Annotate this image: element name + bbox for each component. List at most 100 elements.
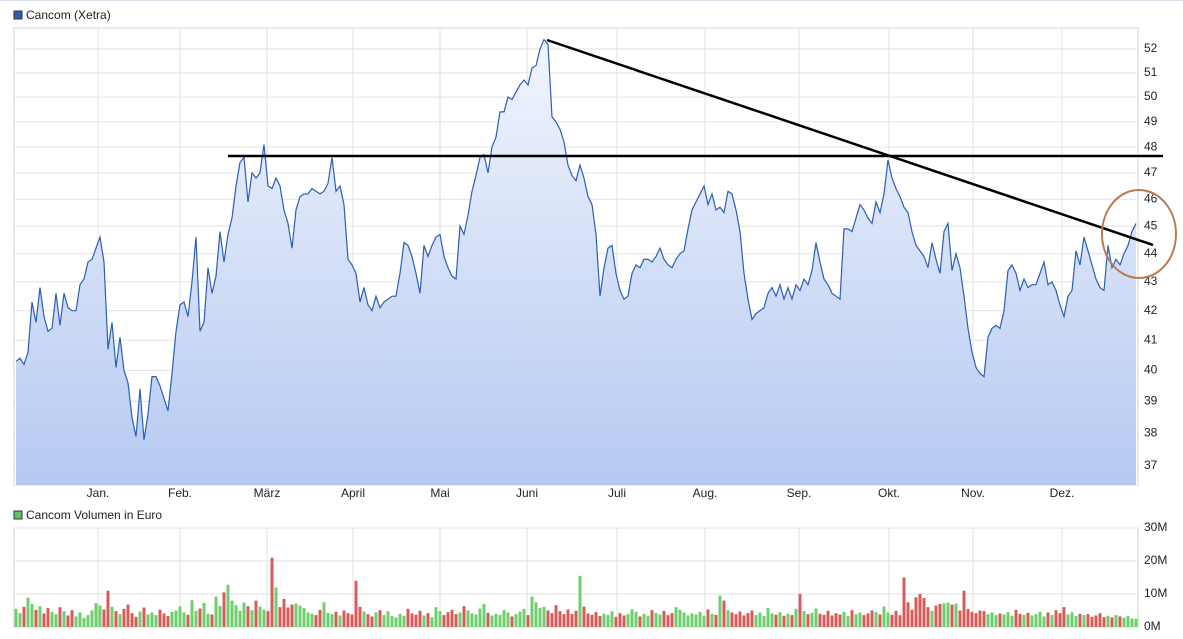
volume-bar: [758, 612, 762, 627]
volume-bar: [654, 612, 658, 627]
volume-bar: [998, 613, 1002, 627]
volume-bar: [678, 609, 682, 627]
volume-bar: [66, 615, 70, 627]
volume-bar: [630, 609, 634, 627]
volume-bar: [198, 608, 202, 627]
volume-bar: [1102, 617, 1106, 627]
volume-bar: [798, 594, 802, 627]
volume-bar: [574, 610, 578, 627]
y-tick-label: 37: [1144, 458, 1158, 472]
chart-title: Cancom (Xetra): [26, 8, 111, 22]
volume-bar: [390, 616, 394, 627]
volume-bar: [990, 612, 994, 627]
volume-bar: [1118, 616, 1122, 627]
x-tick-label: Aug.: [693, 486, 718, 500]
volume-bar: [866, 613, 870, 627]
volume-bar: [310, 613, 314, 627]
volume-bar: [170, 611, 174, 627]
volume-bar: [902, 577, 906, 627]
volume-bar: [1106, 615, 1110, 627]
volume-bar: [42, 613, 46, 627]
volume-bar: [762, 616, 766, 627]
volume-bar: [810, 612, 814, 627]
volume-bar: [594, 612, 598, 627]
volume-bar: [766, 607, 770, 627]
volume-bar: [374, 612, 378, 627]
volume-bar: [1110, 617, 1114, 627]
volume-bar: [570, 613, 574, 627]
legend-swatch: [13, 10, 23, 20]
volume-bar: [914, 597, 918, 627]
volume-bar: [290, 604, 294, 627]
y-tick-label: 51: [1144, 65, 1158, 79]
volume-bar: [70, 610, 74, 627]
volume-bar: [942, 603, 946, 627]
x-tick-label: April: [341, 486, 365, 500]
volume-bar: [254, 600, 258, 627]
volume-bar: [18, 613, 22, 627]
y-tick-label: 52: [1144, 41, 1158, 55]
volume-bar: [958, 610, 962, 627]
volume-bar: [934, 605, 938, 627]
volume-bar: [306, 612, 310, 627]
volume-bar: [862, 615, 866, 627]
volume-bar: [886, 612, 890, 627]
volume-bar: [334, 611, 338, 627]
volume-bar: [950, 604, 954, 627]
volume-bar: [298, 605, 302, 627]
volume-bar: [1090, 616, 1094, 627]
volume-bar: [854, 614, 858, 627]
y-tick-label: 38: [1144, 425, 1158, 439]
volume-bar: [490, 615, 494, 627]
volume-bar: [954, 603, 958, 627]
volume-bar: [166, 616, 170, 627]
volume-bar: [118, 614, 122, 627]
volume-bar: [562, 614, 566, 627]
volume-bar: [282, 598, 286, 627]
volume-bar: [634, 611, 638, 627]
volume-bar: [850, 610, 854, 627]
volume-bar: [454, 614, 458, 627]
volume-bar: [162, 613, 166, 627]
y-tick-label: 44: [1144, 246, 1158, 260]
volume-bar: [330, 614, 334, 627]
volume-bar: [202, 602, 206, 627]
volume-bar: [214, 596, 218, 627]
volume-bar: [586, 613, 590, 627]
volume-bar: [398, 613, 402, 627]
volume-bar: [190, 600, 194, 627]
volume-bar: [994, 615, 998, 627]
volume-bar: [734, 614, 738, 627]
volume-bar: [1082, 615, 1086, 627]
x-tick-label: Feb.: [168, 486, 192, 500]
volume-bar: [458, 612, 462, 627]
volume-bar: [82, 617, 86, 627]
volume-bar: [710, 613, 714, 627]
volume-bar: [106, 590, 110, 627]
volume-bar: [666, 615, 670, 627]
volume-bar: [834, 613, 838, 627]
volume-bar: [606, 615, 610, 627]
volume-bar: [610, 611, 614, 627]
volume-bar: [158, 609, 162, 627]
volume-bar: [22, 606, 26, 627]
volume-bar: [702, 615, 706, 627]
volume-bar: [86, 615, 90, 627]
volume-bar: [1058, 613, 1062, 627]
volume-bar: [502, 610, 506, 627]
volume-bar: [1002, 614, 1006, 627]
y-tick-label: 45: [1144, 218, 1158, 232]
x-tick-label: Okt.: [878, 486, 900, 500]
volume-bar: [858, 612, 862, 627]
volume-bar: [722, 600, 726, 627]
volume-bar: [222, 592, 226, 627]
volume-bar: [1006, 612, 1010, 627]
volume-bar: [386, 611, 390, 627]
volume-bar: [918, 594, 922, 627]
volume-bar: [538, 607, 542, 627]
volume-bar: [962, 590, 966, 627]
volume-bar: [986, 614, 990, 627]
volume-bar: [230, 600, 234, 627]
y-tick-label: 41: [1144, 332, 1158, 346]
